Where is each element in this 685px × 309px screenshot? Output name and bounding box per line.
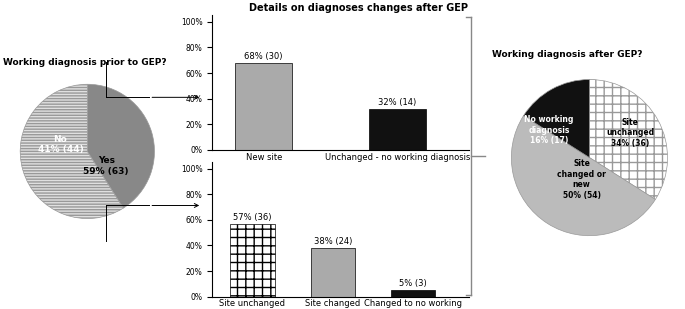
Wedge shape (87, 84, 154, 208)
Text: No
41% (44): No 41% (44) (38, 135, 84, 154)
Bar (236, 63, 292, 150)
Text: 32% (14): 32% (14) (378, 98, 416, 107)
Bar (311, 248, 355, 297)
Wedge shape (21, 84, 123, 218)
Text: 68% (30): 68% (30) (245, 52, 283, 61)
Text: No working
diagnosis
16% (17): No working diagnosis 16% (17) (524, 115, 573, 145)
Text: Details on diagnoses changes after GEP: Details on diagnoses changes after GEP (249, 3, 468, 13)
Text: Working diagnosis prior to GEP?: Working diagnosis prior to GEP? (3, 58, 167, 67)
Text: 57% (36): 57% (36) (233, 213, 272, 222)
Bar (369, 109, 425, 150)
Wedge shape (512, 116, 656, 236)
Text: Site
changed or
new
50% (54): Site changed or new 50% (54) (557, 159, 606, 200)
Text: Working diagnosis after GEP?: Working diagnosis after GEP? (492, 50, 643, 59)
Text: Yes
59% (63): Yes 59% (63) (84, 156, 129, 176)
Text: Site
unchanged
34% (36): Site unchanged 34% (36) (606, 118, 654, 147)
Wedge shape (589, 79, 667, 199)
Text: 5% (3): 5% (3) (399, 279, 427, 288)
Bar (391, 290, 435, 297)
Wedge shape (523, 79, 590, 158)
Text: 38% (24): 38% (24) (314, 237, 352, 246)
Bar (230, 224, 275, 297)
